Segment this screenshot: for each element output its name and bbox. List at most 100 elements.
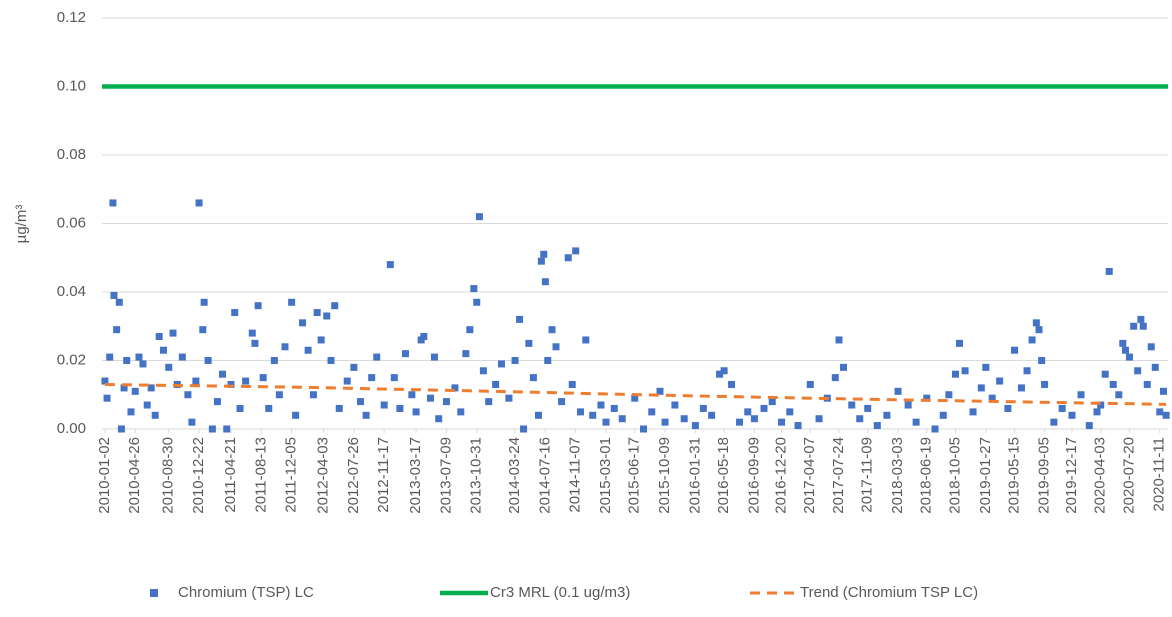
data-point bbox=[1093, 408, 1101, 416]
data-point bbox=[610, 404, 618, 412]
data-point bbox=[631, 394, 639, 402]
data-point bbox=[1038, 357, 1046, 364]
data-point bbox=[304, 346, 312, 354]
x-tick-label: 2017-07-24 bbox=[830, 437, 847, 514]
data-point bbox=[1115, 391, 1123, 399]
x-tick-label: 2010-08-30 bbox=[160, 437, 177, 514]
y-tick-label: 0.00 bbox=[57, 420, 86, 437]
data-point bbox=[602, 418, 610, 426]
y-tick-label: 0.06 bbox=[57, 214, 86, 231]
data-point bbox=[242, 377, 250, 385]
data-point bbox=[288, 298, 296, 306]
data-point bbox=[544, 357, 552, 364]
data-point bbox=[1023, 367, 1031, 375]
data-point bbox=[691, 422, 699, 430]
data-point bbox=[541, 278, 549, 286]
data-point bbox=[1121, 346, 1129, 354]
data-point bbox=[640, 425, 648, 433]
data-point bbox=[831, 374, 839, 382]
data-point bbox=[184, 391, 192, 399]
data-point bbox=[1156, 408, 1164, 416]
data-point bbox=[618, 415, 626, 423]
data-point bbox=[1105, 267, 1113, 275]
data-point bbox=[113, 326, 121, 334]
data-point bbox=[373, 353, 381, 361]
data-point bbox=[750, 415, 758, 423]
y-axis-label: µg/m³ bbox=[13, 205, 30, 244]
data-point bbox=[1134, 367, 1142, 375]
data-point bbox=[1050, 418, 1058, 426]
data-point bbox=[728, 380, 736, 388]
data-point bbox=[270, 357, 278, 364]
data-point bbox=[840, 363, 848, 371]
data-point bbox=[165, 363, 173, 371]
data-point bbox=[275, 391, 283, 399]
data-point bbox=[680, 415, 688, 423]
data-point bbox=[396, 404, 404, 412]
data-point bbox=[520, 425, 528, 433]
data-point bbox=[123, 357, 131, 364]
data-point bbox=[982, 363, 990, 371]
data-point bbox=[200, 298, 208, 306]
data-point bbox=[923, 394, 931, 402]
data-point bbox=[1028, 336, 1036, 344]
data-point bbox=[292, 411, 300, 419]
data-point bbox=[236, 404, 244, 412]
data-point bbox=[192, 377, 200, 385]
x-tick-label: 2016-12-20 bbox=[773, 437, 790, 514]
data-point bbox=[794, 422, 802, 430]
data-point bbox=[835, 336, 843, 344]
data-point bbox=[139, 360, 147, 368]
x-tick-label: 2010-04-26 bbox=[126, 437, 143, 514]
data-point bbox=[1143, 380, 1151, 388]
x-tick-label: 2019-05-15 bbox=[1006, 437, 1023, 514]
data-point bbox=[806, 380, 814, 388]
data-point bbox=[977, 384, 985, 392]
data-point bbox=[386, 261, 394, 269]
y-tick-label: 0.04 bbox=[57, 283, 86, 300]
y-tick-label: 0.12 bbox=[57, 9, 86, 26]
data-point bbox=[151, 411, 159, 419]
data-point bbox=[597, 401, 605, 409]
x-tick-label: 2020-11-11 bbox=[1151, 437, 1168, 512]
data-point bbox=[204, 357, 212, 364]
data-point bbox=[485, 398, 493, 406]
data-point bbox=[656, 387, 664, 395]
data-point bbox=[470, 285, 478, 293]
data-point bbox=[1137, 315, 1145, 323]
data-point bbox=[120, 384, 128, 392]
data-point bbox=[1159, 387, 1167, 395]
data-point bbox=[466, 326, 474, 334]
x-tick-label: 2010-01-02 bbox=[96, 437, 113, 514]
data-point bbox=[430, 353, 438, 361]
data-point bbox=[223, 425, 231, 433]
data-point bbox=[1147, 343, 1155, 351]
data-point bbox=[708, 411, 716, 419]
data-point bbox=[362, 411, 370, 419]
data-point bbox=[169, 329, 177, 337]
y-tick-label: 0.02 bbox=[57, 351, 86, 368]
data-point bbox=[564, 254, 572, 262]
x-tick-label: 2013-07-09 bbox=[437, 437, 454, 514]
data-point bbox=[248, 329, 256, 337]
data-point bbox=[178, 353, 186, 361]
x-tick-label: 2016-01-31 bbox=[686, 437, 703, 514]
data-point bbox=[368, 374, 376, 382]
legend-label: Trend (Chromium TSP LC) bbox=[800, 584, 978, 601]
data-point bbox=[511, 357, 519, 364]
data-point bbox=[873, 422, 881, 430]
x-tick-label: 2020-07-20 bbox=[1120, 437, 1137, 514]
x-tick-label: 2014-11-07 bbox=[567, 437, 584, 513]
data-point bbox=[227, 380, 235, 388]
data-point bbox=[1017, 384, 1025, 392]
data-point bbox=[103, 394, 111, 402]
data-point bbox=[558, 398, 566, 406]
data-point bbox=[744, 408, 752, 416]
data-point bbox=[939, 411, 947, 419]
data-point bbox=[552, 343, 560, 351]
data-point bbox=[218, 370, 226, 378]
data-point bbox=[516, 315, 524, 323]
legend-marker bbox=[150, 589, 158, 597]
data-point bbox=[309, 391, 317, 399]
